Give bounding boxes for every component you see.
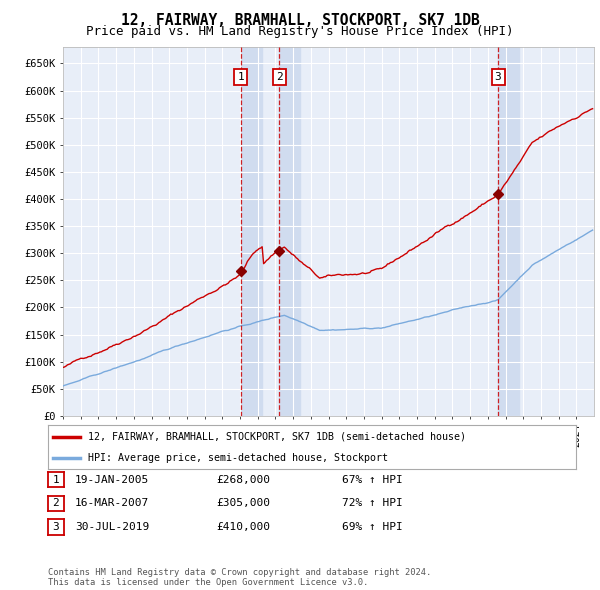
Text: 2: 2: [52, 499, 59, 508]
Text: 3: 3: [52, 522, 59, 532]
Text: 12, FAIRWAY, BRAMHALL, STOCKPORT, SK7 1DB: 12, FAIRWAY, BRAMHALL, STOCKPORT, SK7 1D…: [121, 13, 479, 28]
Text: £268,000: £268,000: [216, 475, 270, 484]
Text: 1: 1: [52, 475, 59, 484]
Text: 72% ↑ HPI: 72% ↑ HPI: [342, 499, 403, 508]
Bar: [498, 47, 520, 416]
Text: 16-MAR-2007: 16-MAR-2007: [75, 499, 149, 508]
Text: Contains HM Land Registry data © Crown copyright and database right 2024.
This d: Contains HM Land Registry data © Crown c…: [48, 568, 431, 587]
Text: 3: 3: [494, 72, 502, 82]
Text: 2: 2: [276, 72, 283, 82]
Text: 1: 1: [238, 72, 244, 82]
Text: £410,000: £410,000: [216, 522, 270, 532]
Bar: [279, 47, 301, 416]
Text: Price paid vs. HM Land Registry's House Price Index (HPI): Price paid vs. HM Land Registry's House …: [86, 25, 514, 38]
Text: £305,000: £305,000: [216, 499, 270, 508]
Text: 30-JUL-2019: 30-JUL-2019: [75, 522, 149, 532]
Text: 69% ↑ HPI: 69% ↑ HPI: [342, 522, 403, 532]
Text: 19-JAN-2005: 19-JAN-2005: [75, 475, 149, 484]
Text: 12, FAIRWAY, BRAMHALL, STOCKPORT, SK7 1DB (semi-detached house): 12, FAIRWAY, BRAMHALL, STOCKPORT, SK7 1D…: [88, 432, 466, 442]
Text: HPI: Average price, semi-detached house, Stockport: HPI: Average price, semi-detached house,…: [88, 453, 388, 463]
Text: 67% ↑ HPI: 67% ↑ HPI: [342, 475, 403, 484]
Bar: [241, 47, 262, 416]
